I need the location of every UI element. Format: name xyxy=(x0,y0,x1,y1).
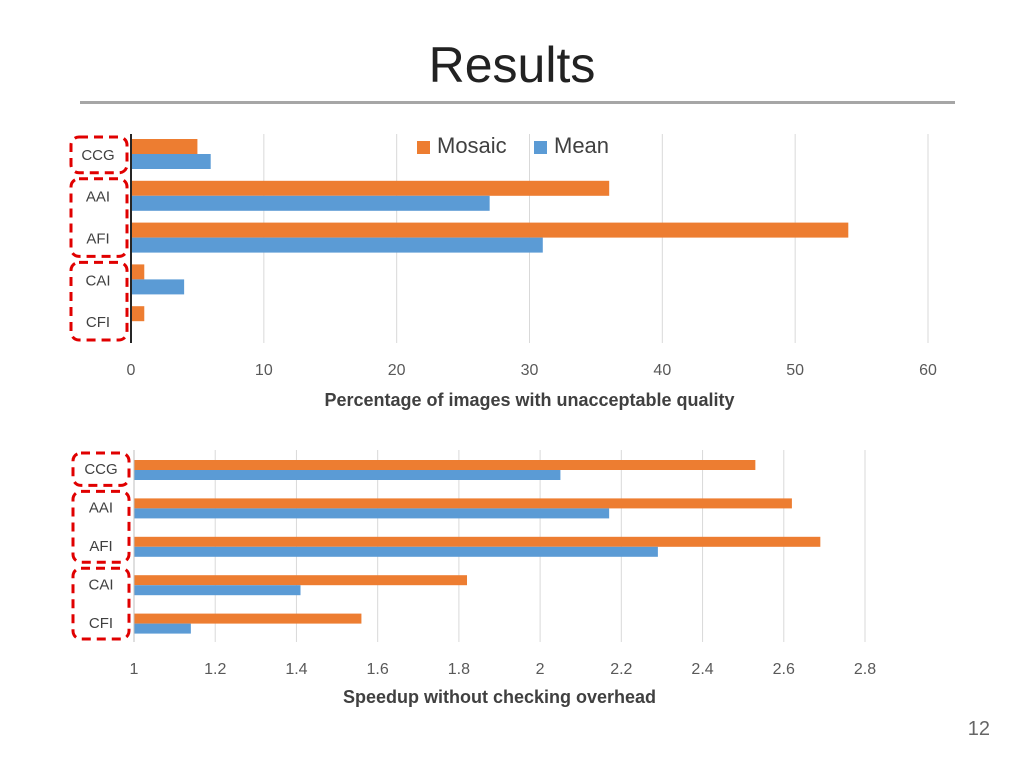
highlight-box xyxy=(71,451,131,487)
x-tick-label: 40 xyxy=(653,362,671,379)
bar-mean-cai xyxy=(131,279,185,295)
x-tick-label: 2.4 xyxy=(691,661,713,678)
x-tick-label: 1 xyxy=(130,661,139,678)
category-label: CFI xyxy=(86,314,110,331)
category-label: CFI xyxy=(89,615,113,632)
x-axis-label: Percentage of images with unacceptable q… xyxy=(324,390,734,410)
x-tick-label: 20 xyxy=(388,362,406,379)
category-label: AFI xyxy=(86,231,109,248)
bar-mean-cai xyxy=(134,585,301,596)
bar-mean-afi xyxy=(131,237,543,253)
bar-mosaic-ccg xyxy=(134,460,756,470)
legend-label-mosaic: Mosaic xyxy=(437,133,507,158)
x-tick-label: 10 xyxy=(255,362,273,379)
highlight-box xyxy=(69,177,129,258)
chart-speedup: 1 1.2 1.4 1.6 1.8 2 2.2 2.4 2.6 2.8 CCG AAI AFI CAI CF… xyxy=(71,450,876,707)
category-label: AAI xyxy=(86,189,110,206)
bar-mean-afi xyxy=(134,546,658,557)
bar-mean-cfi xyxy=(134,623,191,634)
category-label: CAI xyxy=(88,576,113,593)
bar-mosaic-afi xyxy=(134,536,821,547)
bar-mosaic-afi xyxy=(131,222,849,238)
bar-mean-ccg xyxy=(134,470,561,480)
legend-swatch-mean xyxy=(534,141,547,154)
bar-mean-aai xyxy=(131,195,490,211)
x-tick-label: 2.8 xyxy=(854,661,876,678)
bar-mosaic-cfi xyxy=(131,306,145,322)
highlight-box xyxy=(71,489,131,564)
bar-mosaic-cai xyxy=(134,575,468,586)
legend-label-mean: Mean xyxy=(554,133,609,158)
category-label: AFI xyxy=(89,538,112,555)
x-tick-label: 60 xyxy=(919,362,937,379)
x-tick-label: 1.4 xyxy=(285,661,307,678)
category-label: CCG xyxy=(81,147,114,164)
title-divider xyxy=(80,101,955,104)
chart-unacceptable-quality: 0 10 20 30 40 50 60 CCG AAI AFI CAI CFI Percentage o… xyxy=(69,133,937,410)
x-tick-label: 1.8 xyxy=(448,661,470,678)
highlight-box xyxy=(71,566,131,641)
x-axis-label: Speedup without checking overhead xyxy=(343,687,656,707)
category-label: CAI xyxy=(85,272,110,289)
x-tick-label: 1.2 xyxy=(204,661,226,678)
bar-mosaic-cai xyxy=(131,264,145,280)
highlight-box xyxy=(69,260,129,342)
slide-title: Results xyxy=(428,37,596,93)
x-tick-label: 2.2 xyxy=(610,661,632,678)
page-number: 12 xyxy=(967,718,990,740)
x-tick-label: 2 xyxy=(536,661,545,678)
highlight-box xyxy=(69,135,129,175)
x-tick-label: 2.6 xyxy=(773,661,795,678)
bar-mean-aai xyxy=(134,508,610,519)
bar-mean-ccg xyxy=(131,154,211,169)
legend-swatch-mosaic xyxy=(417,141,430,154)
bar-mosaic-cfi xyxy=(134,613,362,624)
category-label: CCG xyxy=(84,461,117,478)
x-tick-label: 0 xyxy=(127,362,136,379)
x-tick-label: 30 xyxy=(521,362,539,379)
x-tick-label: 1.6 xyxy=(367,661,389,678)
bar-mosaic-ccg xyxy=(131,139,198,154)
category-label: AAI xyxy=(89,500,113,517)
x-tick-label: 50 xyxy=(786,362,804,379)
bar-mosaic-aai xyxy=(131,180,610,196)
bar-mosaic-aai xyxy=(134,498,792,509)
